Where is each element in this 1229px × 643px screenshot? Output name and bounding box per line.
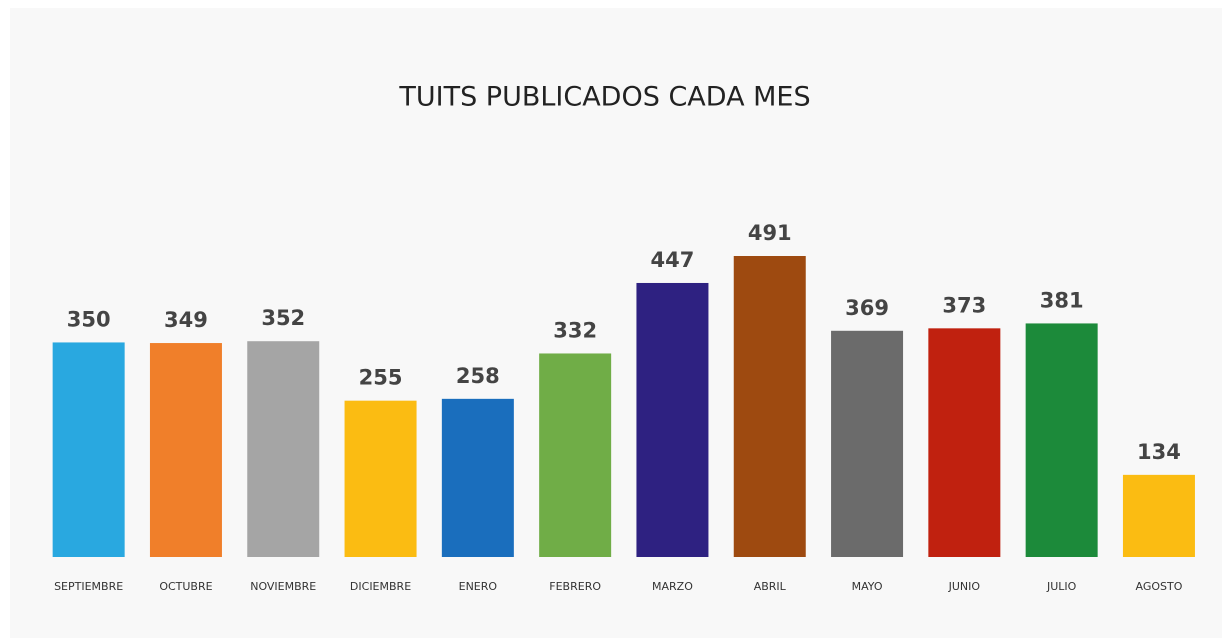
x-tick-label: NOVIEMBRE: [250, 580, 316, 593]
x-tick-label: JULIO: [1046, 580, 1077, 593]
value-label: 369: [845, 296, 889, 320]
x-tick-label: OCTUBRE: [159, 580, 212, 593]
bar: [539, 353, 612, 557]
bar: [344, 400, 417, 557]
value-label: 332: [553, 318, 597, 342]
bar: [1122, 474, 1195, 557]
x-tick-label: MARZO: [652, 580, 693, 593]
value-label: 258: [456, 364, 500, 388]
bar: [831, 330, 904, 557]
x-tick-label: ENERO: [459, 580, 498, 593]
chart-title: TUITS PUBLICADOS CADA MES: [398, 82, 810, 113]
value-label: 349: [164, 308, 208, 332]
bar: [247, 341, 320, 557]
value-label: 255: [359, 366, 403, 390]
value-label: 491: [748, 221, 792, 245]
bar: [733, 256, 806, 557]
x-tick-label: JUNIO: [948, 580, 981, 593]
x-tick-label: ABRIL: [754, 580, 787, 593]
value-label: 447: [651, 248, 695, 272]
value-label: 350: [67, 307, 111, 331]
bar: [149, 343, 222, 557]
x-tick-label: AGOSTO: [1136, 580, 1183, 593]
value-label: 134: [1137, 440, 1181, 464]
bar: [1025, 323, 1098, 557]
x-tick-label: FEBRERO: [549, 580, 601, 593]
x-tick-label: DICIEMBRE: [350, 580, 411, 593]
value-label: 352: [261, 306, 305, 330]
x-tick-label: MAYO: [852, 580, 883, 593]
value-label: 373: [942, 293, 986, 317]
x-tick-label: SEPTIEMBRE: [54, 580, 123, 593]
bar: [928, 328, 1001, 557]
value-label: 381: [1040, 288, 1084, 312]
bar: [52, 342, 125, 557]
bar: [636, 282, 709, 557]
bar: [441, 398, 514, 557]
